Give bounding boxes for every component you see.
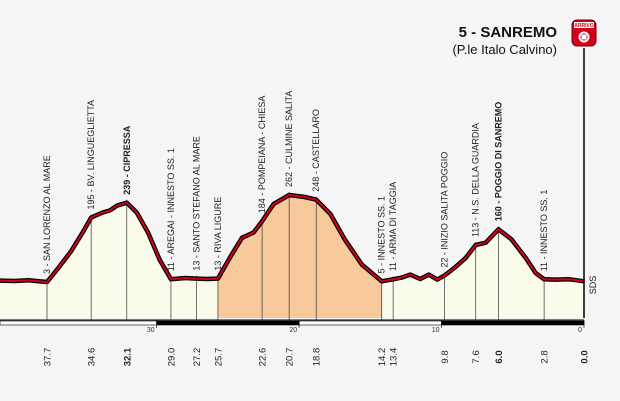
location-label: 262 - CULMINE SALITA	[284, 91, 294, 187]
km-label: 6.0	[494, 350, 505, 363]
finish-header: 5 - SANREMO (P.le Italo Calvino) ARRIVO	[452, 19, 597, 57]
sds-label: SDS	[588, 276, 598, 295]
location-label: 11 - AREGAI - INNESTO SS. 1	[166, 148, 176, 271]
km-label: 27.2	[192, 348, 203, 367]
location-label: 248 - CASTELLARO	[311, 109, 321, 192]
location-label: 239 - CIPRESSA	[122, 125, 132, 195]
location-label: 13 - SANTO STEFANO AL MARE	[192, 136, 202, 271]
location-label: 5 - INNESTO SS. 1	[377, 196, 387, 273]
finish-subtitle: (P.le Italo Calvino)	[452, 42, 557, 57]
profile-line-group	[0, 192, 585, 285]
axis-tick-label: 10	[432, 327, 440, 334]
location-label: 195 - BV. LINGUEGLIETTA	[86, 100, 96, 210]
finish-title: 5 - SANREMO	[459, 24, 558, 41]
km-label: 25.7	[213, 348, 224, 367]
axis-tick-label: 20	[289, 327, 297, 334]
axis-segment	[298, 320, 442, 326]
axis-segment	[156, 320, 300, 326]
location-label: 13 - RIVA LIGURE	[213, 197, 223, 271]
axis-segment	[0, 320, 157, 326]
km-label: 2.8	[540, 350, 551, 363]
km-label: 29.0	[166, 348, 177, 367]
location-label: 160 - POGGIO DI SANREMO	[494, 102, 504, 222]
km-label: 22.6	[258, 348, 269, 367]
km-label: 9.8	[440, 350, 451, 363]
location-label: 184 - POMPEIANA - CHIESA	[257, 96, 267, 214]
km-labels: 37.7 34.6 32.1 29.0 27.2 25.7 22.6 20.7 18.8 14.2…	[43, 347, 591, 366]
axis-tick-label: 0	[578, 327, 582, 334]
km-label: 32.1	[122, 347, 133, 366]
km-label: 14.2	[377, 348, 388, 367]
profile-line	[0, 194, 585, 283]
km-label: 0.0	[580, 350, 591, 363]
km-label: 18.8	[312, 348, 323, 367]
location-label: 3 - SAN LORENZO AL MARE	[42, 155, 52, 274]
axis-tick-label: 30	[147, 327, 155, 334]
location-label: 113 - N.S. DELLA GUARDIA	[471, 123, 481, 237]
km-label: 37.7	[43, 348, 54, 367]
finish-flag-icon: ARRIVO	[571, 19, 597, 47]
km-label: 13.4	[389, 348, 400, 367]
location-label: 11 - INNESTO SS. 1	[539, 190, 549, 272]
location-labels: 3 - SAN LORENZO AL MARE 195 - BV. LINGUEG…	[42, 91, 549, 274]
km-label: 34.6	[87, 348, 98, 367]
km-label: 7.6	[471, 350, 482, 363]
finish-badge-label: ARRIVO	[574, 23, 594, 29]
location-label: 22 - INIZIO SALITA POGGIO	[439, 152, 449, 268]
km-label: 20.7	[285, 348, 296, 367]
km-axis: 30 20 10 0	[0, 319, 585, 334]
location-lines	[46, 192, 545, 320]
location-label: 11 - ARMA DI TAGGIA	[388, 182, 398, 272]
axis-segment	[441, 320, 585, 326]
